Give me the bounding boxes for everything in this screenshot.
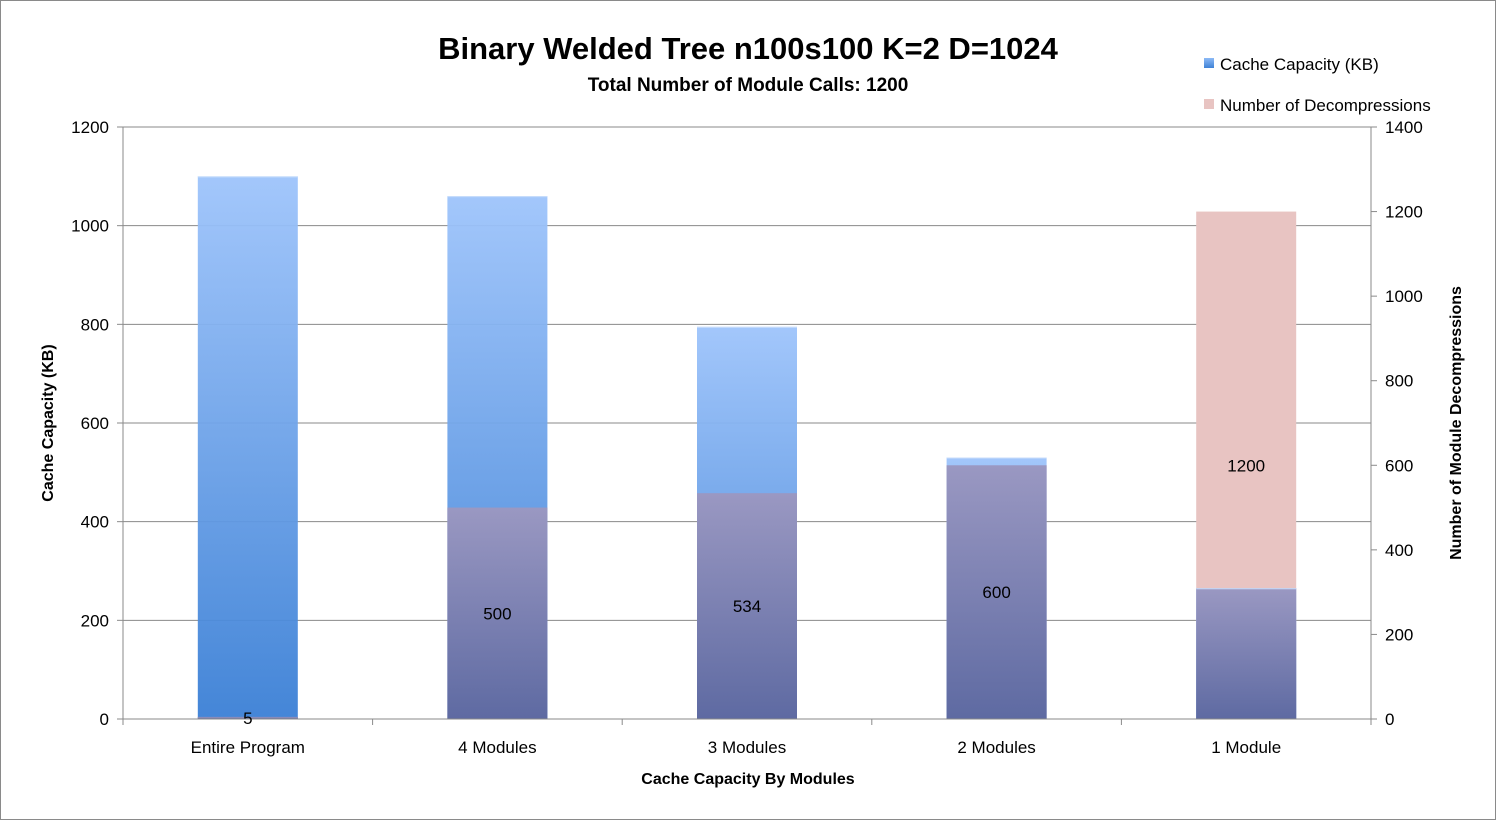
data-labels: 5 500 534 600 1200 <box>243 456 1265 728</box>
legend-label-decompressions: Number of Decompressions <box>1220 96 1431 115</box>
cache-capacity-bar <box>197 176 298 720</box>
y2-tick-label: 0 <box>1385 710 1394 729</box>
y2-tick-label: 800 <box>1385 372 1413 391</box>
x-tick-label: 4 Modules <box>458 738 536 757</box>
bar-overlap-region <box>946 465 1047 719</box>
y-tick-label: 1000 <box>71 217 109 236</box>
y2-tick-label: 600 <box>1385 456 1413 475</box>
y-tick-label: 800 <box>81 315 109 334</box>
y2-tick-label: 200 <box>1385 625 1413 644</box>
x-tick-label: 1 Module <box>1211 738 1281 757</box>
data-label: 500 <box>483 604 511 623</box>
y-tick-label: 400 <box>81 513 109 532</box>
x-tick-label: 2 Modules <box>957 738 1035 757</box>
y2-tick-label: 1200 <box>1385 203 1423 222</box>
y-axis-title: Cache Capacity (KB) <box>40 344 57 501</box>
y2-axis-title: Number of Module Decompressions <box>1448 286 1465 560</box>
bar-overlap-region <box>1196 588 1297 719</box>
y2-tick-label: 400 <box>1385 541 1413 560</box>
y2-tick-label: 1400 <box>1385 118 1423 137</box>
y-tick-label: 200 <box>81 611 109 630</box>
legend-label-cache: Cache Capacity (KB) <box>1220 55 1379 74</box>
x-axis-title: Cache Capacity By Modules <box>641 771 855 788</box>
legend: Cache Capacity (KB) Number of Decompress… <box>1204 55 1431 115</box>
bars <box>197 176 1297 720</box>
legend-swatch-cache <box>1204 58 1214 68</box>
data-label: 5 <box>243 709 252 728</box>
y2-tick-label: 1000 <box>1385 287 1423 306</box>
axis-ticks: 0 200 400 600 800 1000 1200 0 200 400 600 800 1000 12… <box>71 118 1423 757</box>
y-tick-label: 600 <box>81 414 109 433</box>
x-tick-label: Entire Program <box>191 738 305 757</box>
bar-overlap-region <box>197 716 298 719</box>
bar-overlap-region <box>447 507 548 719</box>
y-tick-label: 0 <box>100 710 109 729</box>
data-label: 534 <box>733 597 761 616</box>
legend-swatch-decompressions <box>1204 99 1214 109</box>
chart-subtitle: Total Number of Module Calls: 1200 <box>588 75 909 96</box>
data-label: 600 <box>982 583 1010 602</box>
bar-overlap-region <box>697 493 797 719</box>
x-tick-label: 3 Modules <box>708 738 786 757</box>
data-label: 1200 <box>1227 456 1265 475</box>
chart-title: Binary Welded Tree n100s100 K=2 D=1024 <box>438 31 1059 66</box>
y-tick-label: 1200 <box>71 118 109 137</box>
